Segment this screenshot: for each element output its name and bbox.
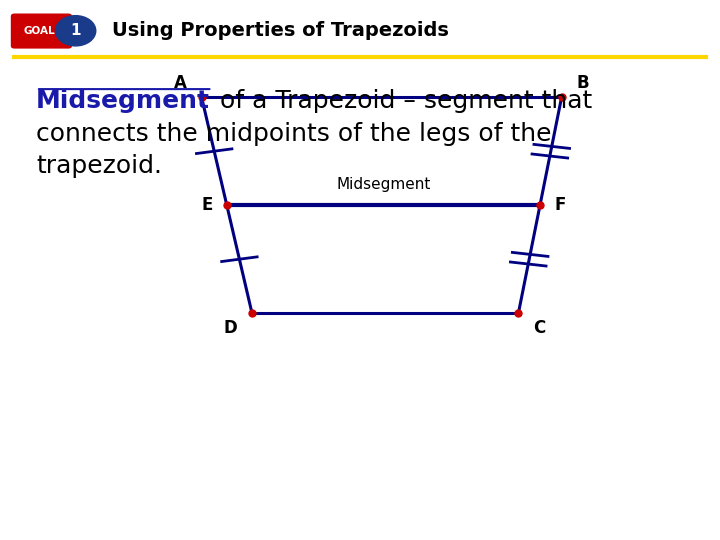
Text: D: D (224, 319, 238, 336)
Text: F: F (554, 196, 566, 214)
Text: A: A (174, 74, 187, 92)
Text: trapezoid.: trapezoid. (36, 154, 162, 178)
Text: 1: 1 (71, 23, 81, 38)
Text: connects the midpoints of the legs of the: connects the midpoints of the legs of th… (36, 122, 552, 145)
Text: GOAL: GOAL (24, 26, 55, 36)
Circle shape (55, 16, 96, 46)
FancyBboxPatch shape (11, 14, 72, 49)
Text: of a Trapezoid – segment that: of a Trapezoid – segment that (212, 89, 593, 113)
Text: Midsegment: Midsegment (36, 89, 210, 113)
Text: Using Properties of Trapezoids: Using Properties of Trapezoids (112, 21, 449, 40)
Text: C: C (533, 319, 545, 336)
Text: E: E (201, 196, 212, 214)
Text: B: B (576, 74, 589, 92)
Text: Midsegment: Midsegment (336, 177, 431, 192)
